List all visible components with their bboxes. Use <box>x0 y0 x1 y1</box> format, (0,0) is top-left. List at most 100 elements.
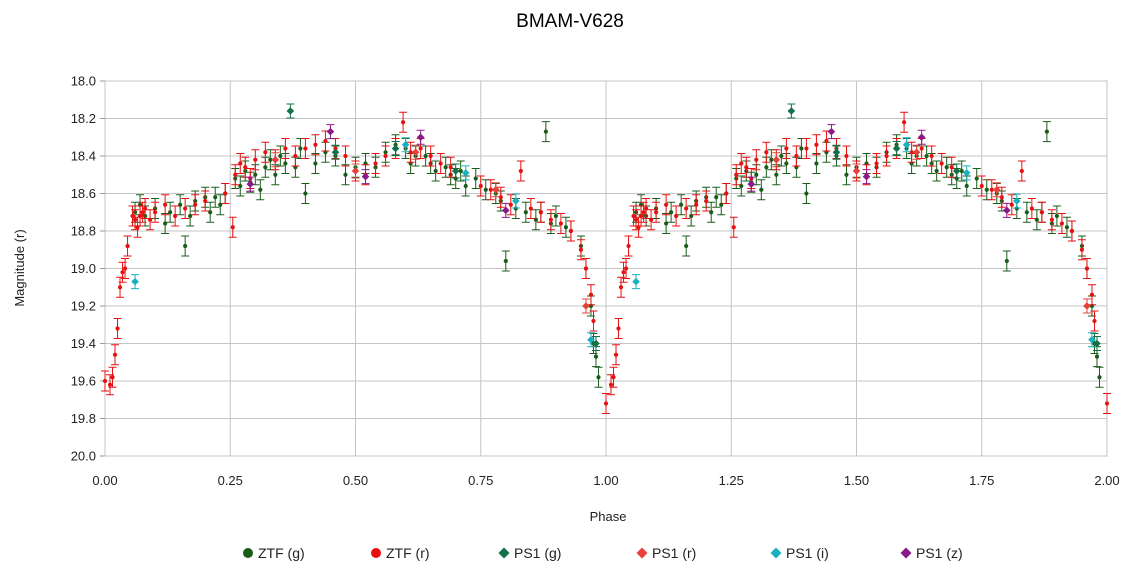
x-tick-label: 1.00 <box>593 473 618 488</box>
data-point <box>874 161 879 166</box>
data-point <box>132 217 138 222</box>
x-tick-label: 2.00 <box>1094 473 1119 488</box>
data-point <box>400 120 406 125</box>
data-point <box>578 247 584 252</box>
y-tick-label: 19.8 <box>71 411 96 426</box>
data-point <box>591 318 596 324</box>
data-point <box>283 146 288 151</box>
data-point <box>824 138 829 144</box>
data-point <box>814 142 819 147</box>
data-point <box>1003 206 1011 215</box>
data-point <box>1064 225 1070 230</box>
data-point <box>568 228 574 234</box>
legend-item: PS1 (g) <box>498 545 561 561</box>
data-point <box>794 153 799 159</box>
series-1 <box>101 111 1111 414</box>
data-point <box>1013 197 1021 205</box>
data-point <box>1089 292 1095 297</box>
data-point <box>553 213 559 219</box>
x-axis-title: Phase <box>590 509 627 524</box>
data-point <box>110 375 115 380</box>
data-point <box>892 144 901 153</box>
data-point <box>518 168 523 174</box>
data-point <box>418 146 423 151</box>
data-point <box>1044 129 1049 134</box>
data-point <box>1069 228 1075 234</box>
data-point <box>115 326 120 331</box>
data-point <box>832 148 841 157</box>
legend-label: ZTF (g) <box>258 545 305 561</box>
data-point <box>137 213 143 219</box>
data-point <box>1083 302 1091 310</box>
data-point <box>107 382 113 387</box>
data-point <box>621 270 626 275</box>
data-point <box>814 161 819 166</box>
data-point <box>979 183 984 189</box>
data-point <box>1093 339 1101 348</box>
data-point <box>383 153 388 159</box>
data-point <box>483 187 488 192</box>
data-point <box>684 243 689 249</box>
y-tick-label: 18.6 <box>71 186 96 201</box>
data-point <box>538 210 543 215</box>
data-point <box>992 185 1001 194</box>
data-point <box>416 133 425 142</box>
data-point <box>623 266 629 271</box>
data-point <box>1049 217 1054 222</box>
data-point <box>203 198 208 204</box>
data-point <box>731 225 736 230</box>
data-point <box>373 161 378 166</box>
data-point <box>498 195 503 200</box>
data-point <box>163 202 168 207</box>
data-point <box>747 180 756 188</box>
data-point <box>804 191 809 196</box>
data-point <box>543 129 548 134</box>
data-point <box>949 165 954 170</box>
data-point <box>147 217 153 222</box>
series-2 <box>286 103 1101 351</box>
data-point <box>173 213 178 219</box>
x-tick-label: 1.75 <box>969 473 994 488</box>
y-tick-label: 20.0 <box>71 449 96 464</box>
data-point <box>293 153 298 159</box>
data-point <box>1019 168 1024 174</box>
data-point <box>952 167 961 175</box>
legend-marker <box>636 547 648 559</box>
data-point <box>1088 335 1096 344</box>
data-point <box>844 153 849 159</box>
series-5 <box>246 124 1011 218</box>
data-point <box>438 161 443 166</box>
data-point <box>502 206 510 215</box>
data-point <box>448 165 453 170</box>
data-point <box>844 172 849 177</box>
data-point <box>528 206 533 211</box>
data-point <box>984 187 989 192</box>
data-point <box>593 354 599 359</box>
data-point <box>428 153 433 159</box>
data-points <box>101 103 1111 414</box>
data-point <box>253 172 258 177</box>
x-tick-label: 0.00 <box>92 473 117 488</box>
data-point <box>694 202 699 207</box>
data-point <box>608 382 614 387</box>
y-tick-label: 19.0 <box>71 261 96 276</box>
x-tick-labels: 0.00 0.25 0.50 0.75 1.00 1.25 1.50 1.75 2.00 <box>92 473 1119 488</box>
data-point <box>523 210 528 215</box>
data-point <box>999 195 1004 200</box>
data-point <box>131 277 139 286</box>
data-point <box>122 266 128 271</box>
data-point <box>799 146 804 151</box>
data-point <box>827 127 836 136</box>
data-point <box>901 120 907 125</box>
data-point <box>268 157 273 162</box>
legend-marker <box>243 548 253 558</box>
data-point <box>343 153 348 159</box>
series-4 <box>131 137 1096 348</box>
data-point <box>563 225 569 230</box>
x-tick-label: 0.25 <box>218 473 243 488</box>
data-point <box>769 157 774 162</box>
data-point <box>754 172 759 177</box>
data-point <box>939 161 944 166</box>
data-point <box>704 198 709 204</box>
y-tick-label: 18.8 <box>71 224 96 239</box>
